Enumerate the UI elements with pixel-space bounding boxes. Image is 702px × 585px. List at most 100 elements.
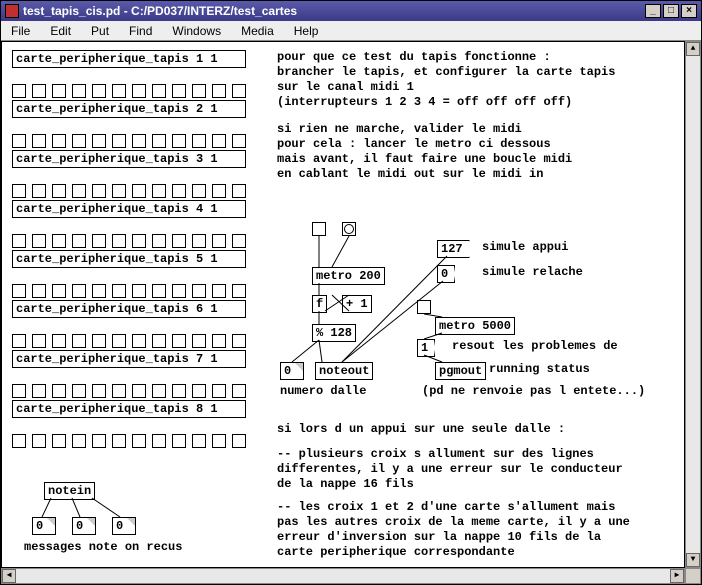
menu-media[interactable]: Media	[235, 22, 280, 40]
toggle[interactable]	[12, 184, 26, 198]
tapis-obj-5[interactable]: carte_peripherique_tapis 5 1	[12, 250, 246, 268]
toggle[interactable]	[72, 234, 86, 248]
toggle[interactable]	[132, 284, 146, 298]
obj-notein[interactable]: notein	[44, 482, 95, 500]
toggle[interactable]	[212, 84, 226, 98]
toggle[interactable]	[32, 334, 46, 348]
toggle[interactable]	[232, 184, 246, 198]
tapis-obj-4[interactable]: carte_peripherique_tapis 4 1	[12, 200, 246, 218]
toggle[interactable]	[132, 434, 146, 448]
toggle[interactable]	[12, 384, 26, 398]
toggle[interactable]	[32, 84, 46, 98]
toggle[interactable]	[192, 184, 206, 198]
toggle[interactable]	[32, 234, 46, 248]
toggle[interactable]	[92, 334, 106, 348]
toggle[interactable]	[172, 384, 186, 398]
tapis-obj-7[interactable]: carte_peripherique_tapis 7 1	[12, 350, 246, 368]
toggle[interactable]	[92, 284, 106, 298]
menu-put[interactable]: Put	[85, 22, 115, 40]
tapis-obj-1[interactable]: carte_peripherique_tapis 1 1	[12, 50, 246, 68]
obj-plus1[interactable]: + 1	[342, 295, 372, 313]
toggle[interactable]	[12, 134, 26, 148]
menu-help[interactable]: Help	[288, 22, 325, 40]
toggle[interactable]	[172, 84, 186, 98]
toggle[interactable]	[92, 384, 106, 398]
toggle[interactable]	[172, 434, 186, 448]
toggle[interactable]	[92, 234, 106, 248]
toggle[interactable]	[172, 284, 186, 298]
num-b[interactable]: 0	[72, 517, 96, 535]
toggle[interactable]	[152, 434, 166, 448]
toggle[interactable]	[32, 184, 46, 198]
toggle[interactable]	[152, 284, 166, 298]
toggle[interactable]	[72, 434, 86, 448]
toggle[interactable]	[52, 434, 66, 448]
num-c[interactable]: 0	[112, 517, 136, 535]
obj-mod128[interactable]: % 128	[312, 324, 356, 342]
toggle[interactable]	[232, 334, 246, 348]
obj-f[interactable]: f	[312, 295, 327, 313]
toggle[interactable]	[132, 334, 146, 348]
tapis-obj-6[interactable]: carte_peripherique_tapis 6 1	[12, 300, 246, 318]
toggle[interactable]	[72, 384, 86, 398]
toggle[interactable]	[72, 134, 86, 148]
toggle[interactable]	[112, 134, 126, 148]
toggle[interactable]	[212, 284, 226, 298]
toggle[interactable]	[132, 134, 146, 148]
toggle[interactable]	[212, 134, 226, 148]
toggle[interactable]	[192, 384, 206, 398]
maximize-button[interactable]: □	[663, 4, 679, 18]
toggle[interactable]	[72, 334, 86, 348]
toggle[interactable]	[112, 384, 126, 398]
toggle[interactable]	[232, 134, 246, 148]
toggle[interactable]	[52, 334, 66, 348]
toggle[interactable]	[212, 384, 226, 398]
toggle[interactable]	[152, 334, 166, 348]
menu-file[interactable]: File	[5, 22, 36, 40]
toggle-metro5000[interactable]	[417, 300, 431, 314]
tapis-obj-8[interactable]: carte_peripherique_tapis 8 1	[12, 400, 246, 418]
toggle[interactable]	[232, 234, 246, 248]
toggle[interactable]	[172, 134, 186, 148]
bang-metro200[interactable]	[342, 222, 356, 236]
toggle[interactable]	[212, 234, 226, 248]
toggle[interactable]	[152, 234, 166, 248]
toggle[interactable]	[132, 234, 146, 248]
toggle[interactable]	[132, 84, 146, 98]
scrollbar-vertical[interactable]: ▲ ▼	[685, 41, 701, 568]
toggle[interactable]	[12, 334, 26, 348]
toggle[interactable]	[212, 334, 226, 348]
scrollbar-horizontal[interactable]: ◀ ▶	[1, 568, 685, 584]
toggle-metro200[interactable]	[312, 222, 326, 236]
scroll-right-icon[interactable]: ▶	[670, 569, 684, 583]
toggle[interactable]	[192, 134, 206, 148]
toggle[interactable]	[112, 334, 126, 348]
toggle[interactable]	[152, 184, 166, 198]
patch-canvas[interactable]: carte_peripherique_tapis 1 1 carte_perip…	[1, 41, 685, 568]
msg-1[interactable]: 1	[417, 339, 435, 357]
toggle[interactable]	[32, 384, 46, 398]
toggle[interactable]	[92, 434, 106, 448]
msg-0[interactable]: 0	[437, 265, 455, 283]
toggle[interactable]	[192, 334, 206, 348]
num-a[interactable]: 0	[32, 517, 56, 535]
scroll-left-icon[interactable]: ◀	[2, 569, 16, 583]
toggle[interactable]	[112, 234, 126, 248]
toggle[interactable]	[152, 384, 166, 398]
toggle[interactable]	[152, 84, 166, 98]
num-zero[interactable]: 0	[280, 362, 304, 380]
toggle[interactable]	[132, 384, 146, 398]
toggle[interactable]	[52, 134, 66, 148]
scroll-down-icon[interactable]: ▼	[686, 553, 700, 567]
menu-find[interactable]: Find	[123, 22, 158, 40]
scroll-up-icon[interactable]: ▲	[686, 42, 700, 56]
toggle[interactable]	[172, 184, 186, 198]
toggle[interactable]	[232, 284, 246, 298]
toggle[interactable]	[192, 84, 206, 98]
toggle[interactable]	[112, 434, 126, 448]
menu-windows[interactable]: Windows	[166, 22, 227, 40]
toggle[interactable]	[92, 134, 106, 148]
toggle[interactable]	[52, 384, 66, 398]
toggle[interactable]	[52, 184, 66, 198]
toggle[interactable]	[12, 284, 26, 298]
